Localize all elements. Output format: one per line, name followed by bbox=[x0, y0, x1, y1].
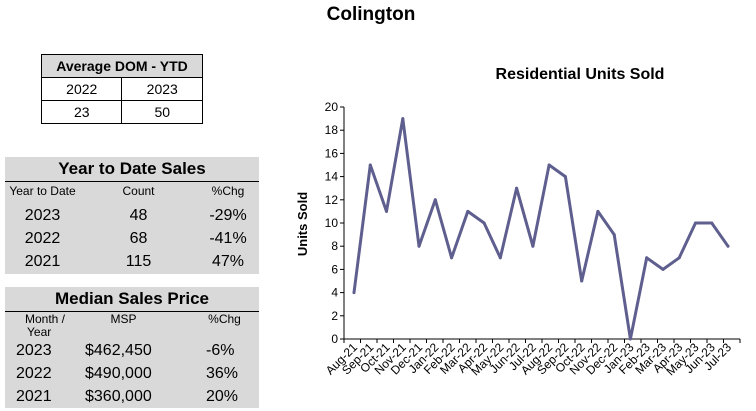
ytd-row-year: 2021 bbox=[24, 253, 61, 270]
msp-header-chg: %Chg bbox=[208, 312, 241, 326]
average-dom-table: Average DOM - YTD 2022 2023 23 50 bbox=[40, 54, 203, 124]
dom-table-header: Average DOM - YTD bbox=[41, 54, 203, 78]
data-point bbox=[563, 175, 567, 179]
y-tick-label: 0 bbox=[331, 332, 338, 346]
ytd-header-count: Count bbox=[122, 184, 155, 198]
page-title: Colington bbox=[326, 4, 416, 25]
data-point bbox=[466, 209, 470, 213]
data-point bbox=[580, 279, 584, 283]
data-point bbox=[726, 244, 730, 248]
chart-series bbox=[352, 117, 730, 341]
msp-row-chg: -6% bbox=[206, 342, 235, 359]
msp-row-price: $462,450 bbox=[85, 342, 152, 359]
data-point bbox=[385, 209, 389, 213]
ytd-row-chg: 47% bbox=[211, 253, 245, 270]
data-point bbox=[531, 244, 535, 248]
ytd-header-period: Year to Date bbox=[9, 184, 76, 198]
msp-header-month: Month / bbox=[24, 312, 66, 326]
data-point bbox=[401, 117, 405, 121]
data-point bbox=[661, 267, 665, 271]
data-point bbox=[645, 256, 649, 260]
ytd-sales-panel: Year to Date Sales Year to Date Count %C… bbox=[5, 157, 259, 274]
data-point bbox=[368, 163, 372, 167]
data-point bbox=[515, 186, 519, 190]
median-sales-price-panel: Median Sales Price Month / Year MSP %Chg… bbox=[5, 287, 259, 408]
data-point bbox=[628, 337, 632, 341]
msp-row-price: $490,000 bbox=[85, 365, 152, 382]
y-tick-label: 16 bbox=[325, 146, 339, 160]
data-point bbox=[482, 221, 486, 225]
data-point bbox=[498, 256, 502, 260]
msp-row-chg: 20% bbox=[206, 388, 239, 405]
y-tick-label: 18 bbox=[325, 123, 339, 137]
msp-row-year: 2023 bbox=[16, 342, 52, 359]
data-point bbox=[352, 291, 356, 295]
ytd-row-chg: -41% bbox=[209, 230, 247, 247]
ytd-row-chg: -29% bbox=[209, 207, 247, 224]
ytd-row-year: 2023 bbox=[24, 207, 61, 224]
data-point bbox=[433, 198, 437, 202]
data-point bbox=[677, 256, 681, 260]
y-tick-label: 20 bbox=[325, 100, 339, 114]
msp-header-period: Month / Year bbox=[5, 312, 85, 339]
msp-row-year: 2021 bbox=[16, 388, 52, 405]
y-tick-label: 6 bbox=[331, 262, 338, 276]
chart-x-ticks: Aug-21Sep-21Oct-21Nov-21Dec-21Jan-22Feb-… bbox=[323, 339, 741, 378]
msp-header-msp: MSP bbox=[110, 312, 137, 326]
msp-header-year: Year bbox=[27, 325, 52, 339]
data-point bbox=[693, 221, 697, 225]
y-tick-label: 12 bbox=[325, 193, 339, 207]
msp-row-price: $360,000 bbox=[85, 388, 152, 405]
series-line bbox=[352, 117, 730, 341]
median-sales-price-title: Median Sales Price bbox=[5, 287, 259, 312]
dom-value-2022: 23 bbox=[40, 100, 123, 124]
chart-y-axis-label: Units Sold bbox=[295, 192, 310, 256]
dom-value-2023: 50 bbox=[121, 100, 203, 124]
y-tick-label: 4 bbox=[331, 286, 338, 300]
ytd-row-count: 115 bbox=[125, 253, 152, 270]
chart-y-ticks: 0 2 4 6 8 10 12 14 16 18 20 bbox=[325, 100, 344, 346]
chart-axes bbox=[343, 107, 740, 340]
data-point bbox=[596, 209, 600, 213]
y-tick-label: 2 bbox=[331, 309, 338, 323]
ytd-sales-title: Year to Date Sales bbox=[5, 157, 259, 182]
ytd-row-year: 2022 bbox=[24, 230, 61, 247]
ytd-row-count: 48 bbox=[129, 207, 148, 224]
ytd-row-count: 68 bbox=[129, 230, 148, 247]
chart-title: Residential Units Sold bbox=[496, 66, 665, 83]
data-point bbox=[710, 221, 714, 225]
msp-row-year: 2022 bbox=[16, 365, 52, 382]
msp-row-chg: 36% bbox=[206, 365, 239, 382]
data-point bbox=[612, 233, 616, 237]
ytd-header-chg: %Chg bbox=[211, 184, 245, 198]
data-point bbox=[547, 163, 551, 167]
y-tick-label: 14 bbox=[325, 170, 339, 184]
data-point bbox=[417, 244, 421, 248]
y-tick-label: 10 bbox=[325, 216, 339, 230]
y-tick-label: 8 bbox=[331, 239, 338, 253]
data-point bbox=[450, 256, 454, 260]
